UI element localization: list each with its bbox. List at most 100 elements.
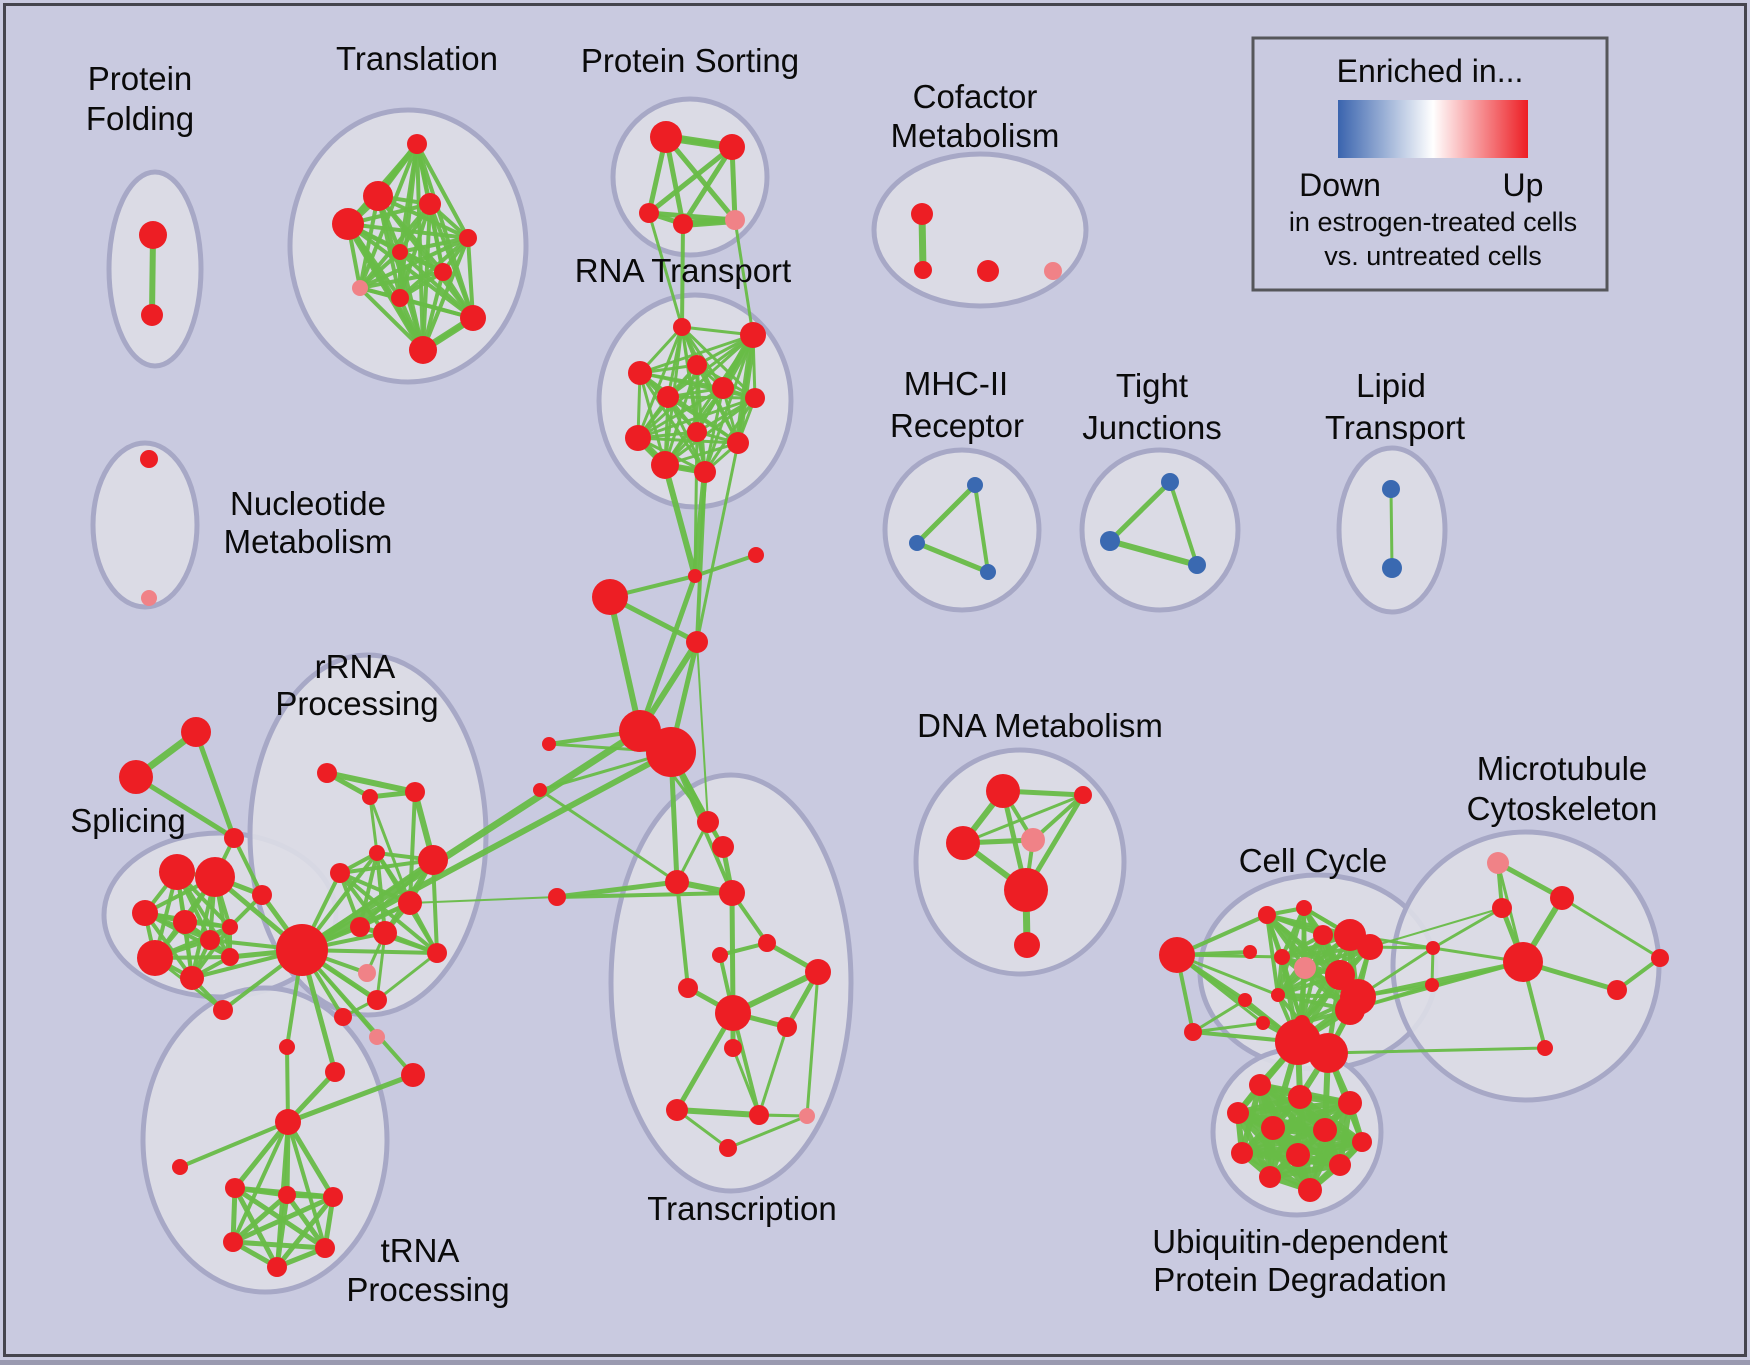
edge bbox=[680, 144, 735, 227]
node-m2 bbox=[909, 535, 925, 551]
edge bbox=[703, 396, 757, 474]
node-t7 bbox=[434, 263, 452, 281]
node-u1 bbox=[1249, 1074, 1271, 1096]
node-t8 bbox=[352, 280, 368, 296]
edge bbox=[1265, 913, 1280, 997]
node-c8 bbox=[1294, 957, 1316, 979]
node-cf2 bbox=[914, 261, 932, 279]
node-cA bbox=[688, 569, 702, 583]
edge bbox=[607, 594, 643, 734]
edge bbox=[646, 144, 735, 216]
cluster-ellipse-cofactor-metabolism bbox=[871, 151, 1089, 309]
node-t11 bbox=[409, 336, 437, 364]
node-tr10 bbox=[777, 1017, 797, 1037]
node-sp4 bbox=[173, 910, 197, 934]
node-tr15 bbox=[719, 1139, 737, 1157]
node-c6 bbox=[1243, 945, 1257, 959]
node-u9 bbox=[1286, 1143, 1310, 1167]
cluster-label-lipid-transport-1: Transport bbox=[1325, 409, 1465, 446]
cluster-ellipse-tight-junctions bbox=[1079, 447, 1241, 613]
node-sp6 bbox=[137, 940, 173, 976]
edge bbox=[733, 218, 755, 337]
node-rt12 bbox=[694, 461, 716, 483]
node-sp1 bbox=[159, 854, 195, 890]
edge bbox=[398, 250, 475, 320]
node-r6 bbox=[330, 863, 350, 883]
cluster-label-translation-0: Translation bbox=[336, 40, 498, 77]
edge bbox=[973, 483, 990, 574]
edge bbox=[285, 1119, 336, 1200]
cluster-label-cell-cycle-0: Cell Cycle bbox=[1239, 842, 1388, 879]
edge bbox=[647, 211, 684, 329]
edge bbox=[299, 749, 674, 953]
node-tr1 bbox=[697, 811, 719, 833]
node-u8 bbox=[1231, 1142, 1253, 1164]
node-tn2 bbox=[334, 1008, 352, 1026]
node-H2 bbox=[646, 727, 696, 777]
node-sp8 bbox=[221, 948, 239, 966]
node-mt1 bbox=[1487, 852, 1509, 874]
node-rt11 bbox=[651, 451, 679, 479]
node-ps5 bbox=[725, 210, 745, 230]
edge bbox=[674, 1010, 736, 1113]
edge bbox=[734, 331, 757, 447]
cluster-label-rrna-processing-1: Processing bbox=[275, 685, 438, 722]
node-c5 bbox=[1357, 934, 1383, 960]
node-d3 bbox=[946, 826, 980, 860]
node-tn6 bbox=[325, 1062, 345, 1082]
edge bbox=[914, 482, 978, 546]
edge bbox=[1495, 860, 1565, 901]
node-hx3 bbox=[323, 1187, 343, 1207]
cluster-ellipse-nucleotide-metabolism bbox=[90, 440, 200, 610]
edge bbox=[178, 1120, 290, 1169]
edge bbox=[398, 202, 432, 300]
node-u7 bbox=[1352, 1132, 1372, 1152]
node-d6 bbox=[1014, 932, 1040, 958]
node-pf2 bbox=[141, 304, 163, 326]
edge bbox=[232, 1185, 280, 1270]
node-sp7 bbox=[180, 966, 204, 990]
edge bbox=[1389, 487, 1394, 570]
cluster-label-nucleotide-metabolism-0: Nucleotide bbox=[230, 485, 386, 522]
node-sp5 bbox=[200, 930, 220, 950]
node-r1 bbox=[317, 763, 337, 783]
edge bbox=[274, 1194, 336, 1270]
node-hx5 bbox=[315, 1238, 335, 1258]
node-hx0 bbox=[172, 1159, 188, 1175]
node-t4 bbox=[332, 208, 364, 240]
cluster-label-rrna-processing-0: rRNA bbox=[315, 648, 396, 685]
cluster-label-lipid-transport-0: Lipid bbox=[1356, 367, 1426, 404]
node-tr2 bbox=[712, 836, 734, 858]
node-rt6 bbox=[712, 377, 734, 399]
cluster-ellipse-protein-sorting bbox=[610, 96, 770, 258]
edge bbox=[358, 250, 402, 290]
legend-down-label: Down bbox=[1299, 167, 1381, 203]
edge bbox=[346, 222, 475, 320]
cluster-label-cofactor-metabolism-0: Cofactor bbox=[913, 78, 1038, 115]
edge bbox=[408, 790, 417, 905]
edge bbox=[663, 134, 738, 223]
cluster-label-dna-metabolism-0: DNA Metabolism bbox=[917, 707, 1163, 744]
node-rt2 bbox=[740, 322, 766, 348]
edge bbox=[1191, 998, 1247, 1034]
node-tr9 bbox=[715, 995, 751, 1031]
cluster-label-splicing-0: Splicing bbox=[70, 802, 186, 839]
node-mt8 bbox=[1651, 949, 1669, 967]
node-c3 bbox=[1313, 925, 1333, 945]
edge bbox=[1560, 896, 1662, 960]
cluster-label-trna-processing-1: Processing bbox=[346, 1271, 509, 1308]
edge bbox=[666, 395, 757, 400]
node-tr12 bbox=[666, 1099, 688, 1121]
node-sp9 bbox=[222, 919, 238, 935]
edge bbox=[674, 1107, 762, 1118]
edge bbox=[285, 1072, 416, 1125]
node-sp3 bbox=[132, 900, 158, 926]
node-t5 bbox=[459, 229, 477, 247]
node-rt5 bbox=[657, 386, 679, 408]
node-hx6 bbox=[267, 1257, 287, 1277]
edge bbox=[409, 896, 558, 904]
edge bbox=[675, 880, 690, 990]
edge bbox=[637, 573, 698, 734]
